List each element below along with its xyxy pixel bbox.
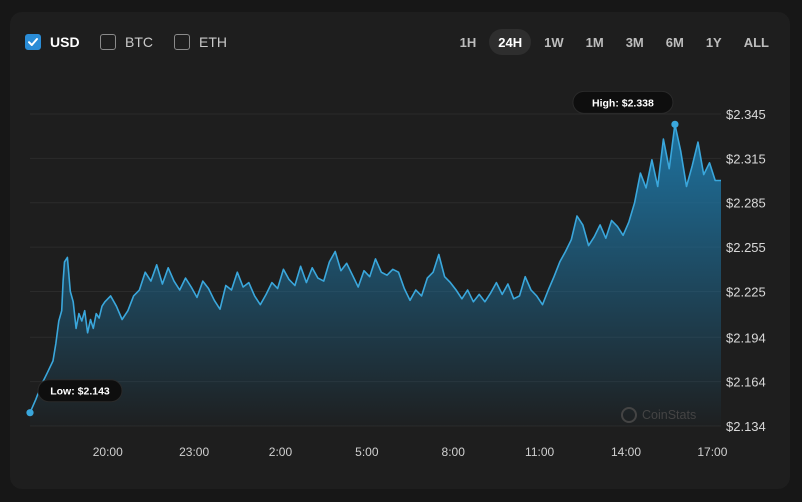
checkbox-empty-icon (174, 34, 190, 50)
y-axis: $2.345 $2.315 $2.285 $2.255 $2.225 $2.194 $2.1… (726, 107, 766, 434)
y-tick-label: $2.194 (726, 330, 766, 345)
price-chart-card: USD BTC ETH 1H 24H 1W 1M 3M 6M 1Y ALL $2… (10, 12, 790, 489)
x-tick-label: 14:00 (611, 445, 641, 459)
checkbox-empty-icon (100, 34, 116, 50)
currency-usd-label: USD (50, 34, 80, 50)
y-tick-label: $2.285 (726, 196, 766, 211)
range-6m-button[interactable]: 6M (665, 34, 684, 50)
range-1h-button[interactable]: 1H (459, 34, 477, 50)
low-label: Low: $2.143 (50, 386, 110, 398)
y-tick-label: $2.134 (726, 419, 766, 434)
range-1y-button[interactable]: 1Y (705, 34, 722, 50)
low-point (26, 409, 34, 417)
x-tick-label: 11:00 (525, 445, 554, 459)
x-tick-label: 20:00 (93, 445, 123, 459)
currency-usd-checkbox[interactable]: USD (25, 31, 80, 53)
price-area-fill (30, 124, 721, 427)
y-tick-label: $2.315 (726, 151, 766, 166)
currency-btc-label: BTC (125, 34, 153, 50)
y-tick-label: $2.345 (726, 107, 766, 122)
high-callout (572, 90, 674, 114)
coinstats-logo-icon (621, 407, 637, 423)
chart-markers: High: $2.338 Low: $2.143 (26, 90, 679, 417)
currency-eth-label: ETH (199, 34, 227, 50)
y-tick-label: $2.255 (726, 240, 766, 255)
range-all-button[interactable]: ALL (743, 34, 769, 50)
y-tick-label: $2.164 (726, 375, 766, 390)
y-tick-label: $2.225 (726, 284, 766, 299)
price-line (29, 123, 721, 414)
range-3m-button[interactable]: 3M (625, 34, 644, 50)
time-range-selector: 1H 24H 1W 1M 3M 6M 1Y ALL (447, 29, 778, 55)
x-tick-label: 23:00 (179, 445, 209, 459)
checkmark-icon (25, 34, 41, 50)
x-tick-label: 2:00 (269, 445, 293, 459)
watermark: CoinStats (621, 407, 696, 423)
currency-eth-checkbox[interactable]: ETH (174, 31, 227, 53)
range-1w-button[interactable]: 1W (544, 34, 564, 50)
watermark-text: CoinStats (642, 408, 696, 422)
high-point (671, 120, 679, 128)
x-tick-label: 5:00 (355, 445, 379, 459)
x-tick-label: 17:00 (697, 445, 727, 459)
range-1m-button[interactable]: 1M (585, 34, 604, 50)
x-axis: 20:00 23:00 2:00 5:00 8:00 11:00 14:00 17:00 (93, 445, 728, 459)
range-24h-button[interactable]: 24H (489, 29, 532, 55)
x-tick-label: 8:00 (442, 445, 466, 459)
low-callout (37, 379, 123, 403)
high-label: High: $2.338 (592, 97, 654, 109)
price-area-chart[interactable]: $2.345 $2.315 $2.285 $2.255 $2.225 $2.194 $2.1… (10, 12, 790, 489)
currency-btc-checkbox[interactable]: BTC (100, 31, 153, 53)
